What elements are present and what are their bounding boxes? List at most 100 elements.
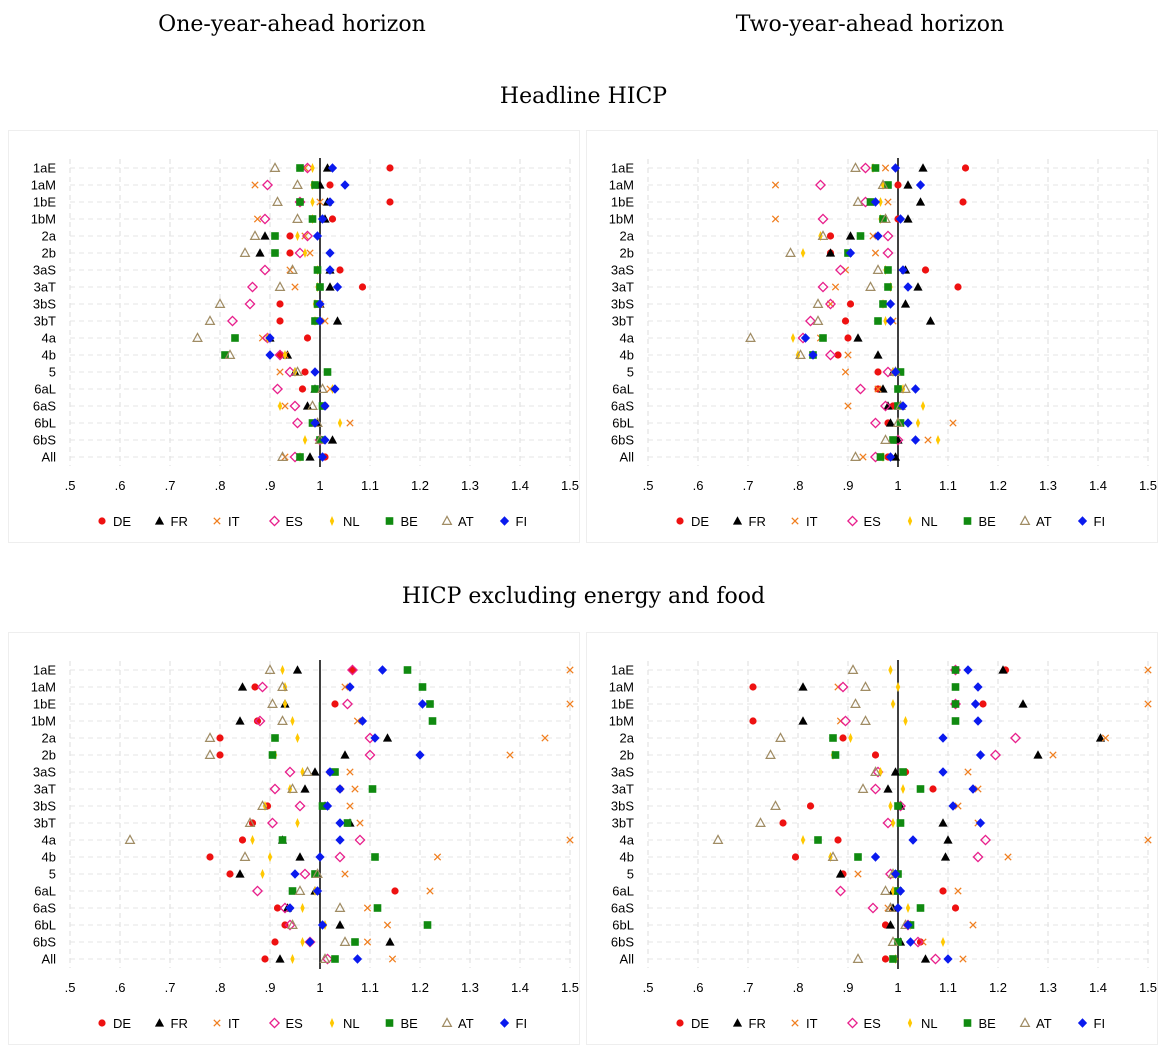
data-point	[276, 351, 284, 359]
data-point	[221, 351, 229, 359]
data-point	[935, 435, 941, 445]
data-point	[268, 751, 277, 759]
data-point	[204, 315, 216, 325]
data-point	[954, 887, 962, 895]
data-point	[892, 417, 904, 427]
data-point	[824, 349, 837, 361]
data-point	[238, 836, 247, 844]
data-point	[287, 783, 298, 793]
category-label: 6bL	[34, 416, 56, 431]
data-point	[798, 716, 808, 725]
x-tick-label: .6	[115, 980, 126, 995]
category-label: 2b	[42, 246, 56, 261]
data-point	[276, 300, 284, 308]
data-point	[328, 215, 337, 223]
data-point	[954, 283, 962, 291]
data-point	[317, 383, 328, 393]
data-point	[124, 834, 136, 844]
data-point	[910, 435, 921, 445]
data-point	[301, 230, 314, 242]
data-point	[874, 317, 882, 325]
category-label: All	[42, 952, 57, 967]
data-point	[880, 434, 891, 444]
legend-marker	[907, 1018, 913, 1028]
legend-label: AT	[458, 514, 474, 529]
data-point	[295, 852, 305, 861]
data-point	[1095, 733, 1106, 742]
category-label: 2a	[620, 731, 635, 746]
data-point	[192, 332, 203, 342]
data-point	[260, 869, 265, 879]
category-label: 1bE	[33, 195, 56, 210]
legend-marker	[846, 515, 859, 527]
x-tick-label: .5	[643, 980, 654, 995]
data-point	[867, 902, 879, 914]
data-point	[819, 334, 827, 342]
data-point	[873, 231, 883, 241]
data-point	[850, 162, 861, 173]
category-label: 3aS	[611, 765, 634, 780]
data-point	[433, 853, 442, 861]
data-point	[885, 902, 896, 912]
data-point	[206, 853, 214, 861]
data-point	[299, 868, 311, 880]
x-tick-label: 1	[894, 980, 901, 995]
category-label: 1bM	[609, 714, 634, 729]
data-point	[790, 333, 796, 343]
data-point	[844, 402, 852, 410]
data-point	[884, 198, 892, 206]
data-point	[239, 851, 251, 861]
data-point	[341, 683, 349, 691]
data-point	[326, 181, 334, 189]
data-point	[249, 230, 261, 241]
data-point	[385, 937, 395, 946]
data-point	[839, 734, 847, 742]
data-point	[896, 368, 905, 376]
data-point	[915, 197, 926, 206]
data-point	[331, 768, 339, 776]
category-label: 6aL	[34, 884, 56, 899]
data-point	[883, 401, 893, 410]
data-point	[771, 215, 780, 223]
data-point	[881, 164, 890, 172]
x-tick-label: .9	[265, 478, 276, 493]
data-point	[310, 163, 315, 173]
data-point	[834, 885, 847, 897]
category-label: 1aM	[31, 178, 56, 193]
legend-marker	[1019, 515, 1031, 525]
data-point	[854, 383, 867, 395]
data-point	[264, 664, 276, 675]
data-point	[296, 164, 304, 172]
data-point	[339, 936, 351, 946]
category-label: 4a	[620, 833, 635, 848]
series-at	[192, 162, 328, 461]
data-point	[346, 664, 359, 676]
data-point	[859, 453, 867, 461]
data-point	[857, 783, 869, 793]
category-label: All	[620, 450, 635, 465]
data-point	[850, 451, 861, 461]
x-tick-label: 1.4	[1089, 980, 1107, 995]
data-point	[791, 853, 800, 861]
data-point	[321, 953, 334, 965]
data-point	[921, 266, 930, 274]
data-point	[845, 231, 856, 240]
data-point	[814, 179, 827, 191]
x-tick-label: 1.2	[989, 980, 1007, 995]
data-point	[204, 749, 216, 760]
data-point	[253, 717, 262, 725]
data-point	[951, 717, 960, 725]
data-point	[771, 181, 780, 189]
data-point	[848, 733, 853, 743]
data-point	[808, 350, 818, 360]
data-point	[765, 749, 776, 760]
data-point	[292, 366, 303, 376]
data-point	[910, 384, 921, 394]
data-point	[346, 768, 354, 776]
data-point	[260, 231, 270, 240]
data-point	[301, 232, 309, 240]
category-label: 2a	[42, 731, 57, 746]
series-de	[206, 666, 399, 963]
data-point	[800, 248, 806, 258]
series-it	[341, 666, 574, 963]
